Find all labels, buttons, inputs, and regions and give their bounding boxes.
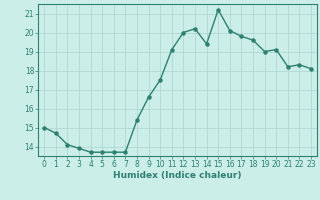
X-axis label: Humidex (Indice chaleur): Humidex (Indice chaleur) — [113, 171, 242, 180]
